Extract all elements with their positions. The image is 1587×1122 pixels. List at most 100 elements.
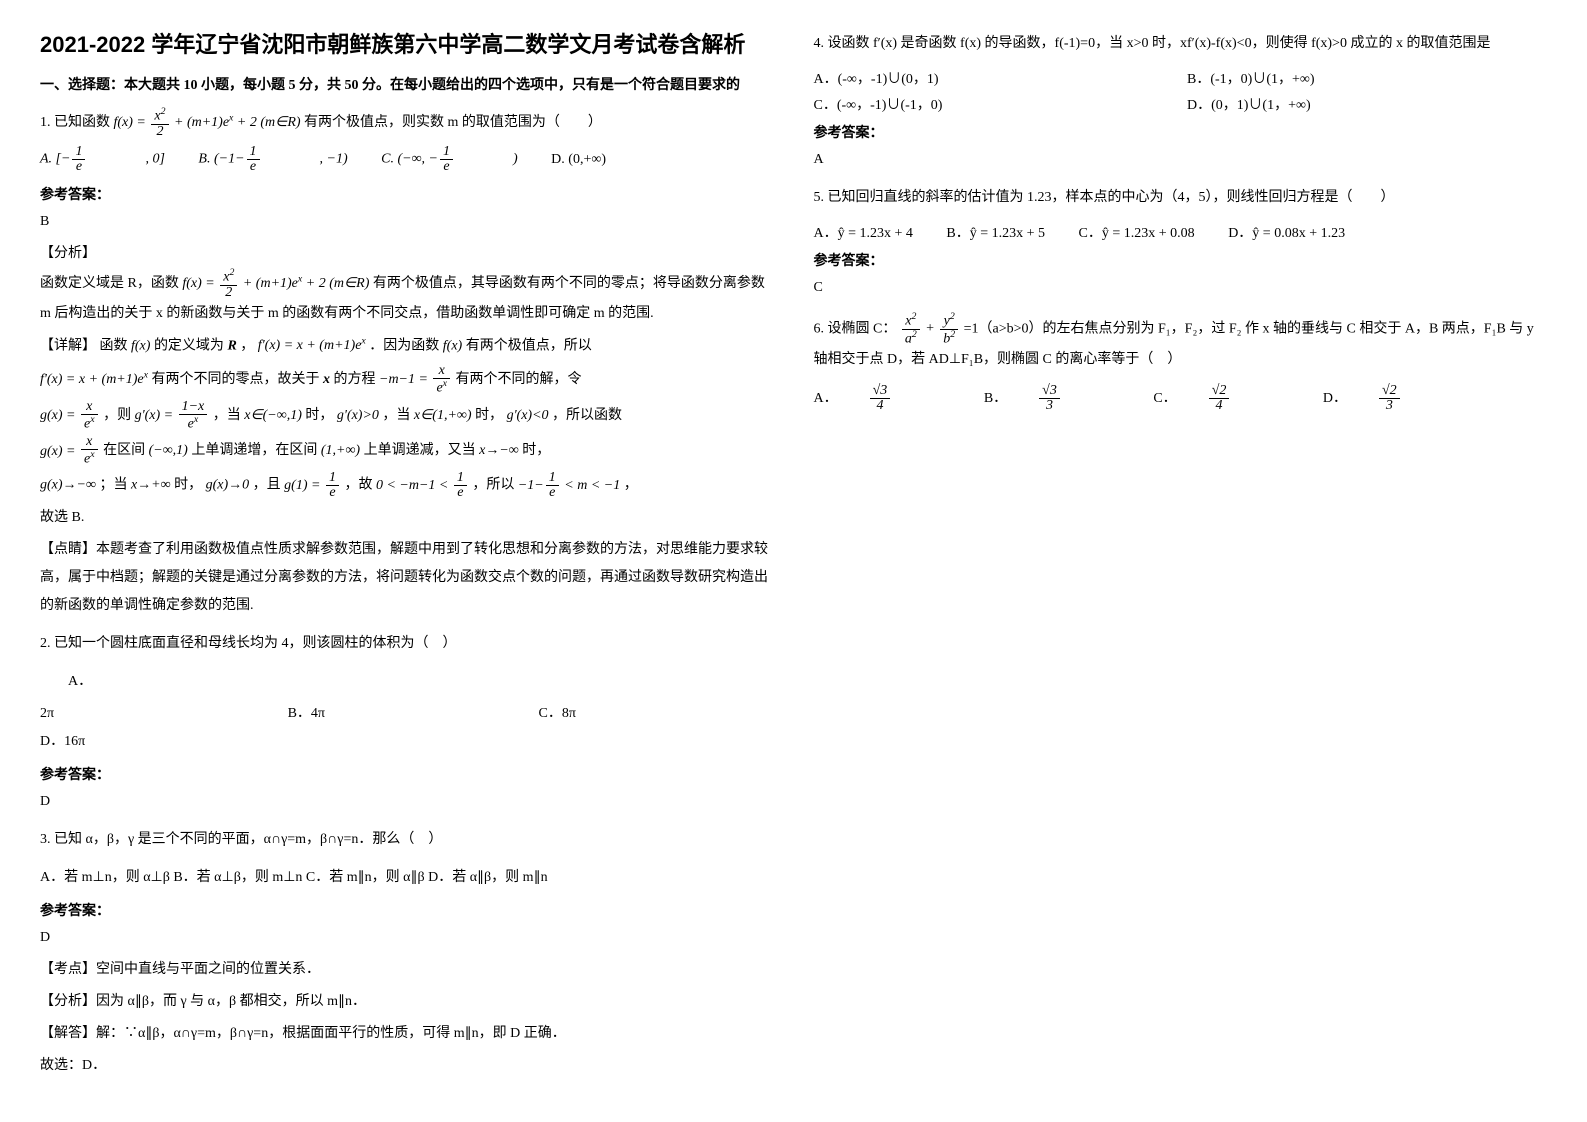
q1-d2c: 有两个不同的解，令: [456, 372, 582, 387]
q1-text: 1. 已知函数: [40, 115, 110, 130]
q1-d5-g1v: g(1) = 1e: [284, 478, 341, 493]
q1-d3d: ，当: [382, 408, 410, 423]
q1-analysis-label: 【分析】: [40, 242, 774, 262]
q1-d3-r1: x∈(−∞,1): [244, 408, 302, 423]
q5-optC: C．ŷ = 1.23x + 0.08: [1079, 222, 1195, 242]
q5-optA: A．ŷ = 1.23x + 4: [814, 222, 913, 242]
question-4: 4. 设函数 f′(x) 是奇函数 f(x) 的导函数，f(-1)=0，当 x>…: [814, 30, 1548, 58]
q1-d2: f'(x) = x + (m+1)ex 有两个不同的零点，故关于 x 的方程 −…: [40, 364, 774, 396]
q1-d2-x: x: [323, 372, 330, 387]
q1-optD: D. (0,+∞): [551, 146, 606, 174]
q1-d5d: ，故: [344, 478, 372, 493]
q6-optB: B． √33: [984, 384, 1120, 413]
q6-optD: D． √23: [1323, 384, 1460, 413]
q1-d5e: ，所以: [472, 478, 514, 493]
question-6: 6. 设椭圆 C： x2a2 + y2b2 =1（a>b>0）的左右焦点分别为 …: [814, 312, 1548, 374]
q1-d3-g: g(x) = xex: [40, 408, 100, 423]
q5-optD: D．ŷ = 0.08x + 1.23: [1228, 222, 1345, 242]
q1-d5-g1: g(x)→−∞: [40, 478, 96, 493]
q1-tip: 【点睛】本题考查了利用函数极值点性质求解参数范围，解题中用到了转化思想和分离参数…: [40, 536, 774, 620]
exam-page: 2021-2022 学年辽宁省沈阳市朝鲜族第六中学高二数学文月考试卷含解析 一、…: [40, 30, 1547, 1092]
q1-optC: C. (−∞, −1e): [381, 145, 518, 174]
q1-a1-formula: f(x) = x22 + (m+1)ex + 2 (m∈R): [182, 276, 373, 291]
q1-d2a: 有两个不同的零点，故关于: [152, 372, 320, 387]
q1-formula: f(x) = x22 + (m+1)ex + 2 (m∈R): [114, 115, 305, 130]
q3-block: 3. 已知 α，β，γ 是三个不同的平面，α∩γ=m，β∩γ=n．那么（ ） A…: [40, 826, 774, 1080]
q1-d1b: 的定义域为: [154, 338, 224, 353]
q6-optC-lab: C．: [1153, 387, 1176, 407]
q4-ans-label: 参考答案：: [814, 122, 1548, 142]
q1-d3-gp2: g'(x)<0: [507, 408, 549, 423]
question-2: 2. 已知一个圆柱底面直径和母线长均为 4，则该圆柱的体积为（ ）: [40, 630, 774, 658]
q1-end: 故选 B.: [40, 504, 774, 532]
q1-a1a: 函数定义域是 R，函数: [40, 276, 179, 291]
q5-optB: B．ŷ = 1.23x + 5: [946, 222, 1045, 242]
q1-d5-ineq1: 0 < −m−1 < 1e: [376, 478, 469, 493]
q1-d1-fp: f'(x) = x + (m+1)ex: [258, 338, 366, 353]
q1-d4b: 上单调递增，在区间: [191, 444, 317, 459]
q2-ans: D: [40, 788, 774, 816]
q1-d3f: ，所以函数: [552, 408, 622, 423]
q3-jd: 【解答】解：∵α∥β，α∩γ=m，β∩γ=n，根据面面平行的性质，可得 m∥n，…: [40, 1020, 774, 1048]
q1-d4-i2: (1,+∞): [321, 444, 360, 459]
q4-options-row2: C．(-∞，-1)∪(-1，0) D．(0，1)∪(1，+∞): [814, 94, 1548, 114]
q1-d3: g(x) = xex ，则 g'(x) = 1−xex ，当 x∈(−∞,1) …: [40, 400, 774, 432]
q1-d3a: ，则: [103, 408, 131, 423]
q5-ans: C: [814, 274, 1548, 302]
q3-kd: 【考点】空间中直线与平面之间的位置关系．: [40, 956, 774, 984]
r3-a: √3: [870, 384, 891, 399]
q1-d5f: ，: [624, 478, 638, 493]
n3-d: 3: [1379, 399, 1400, 413]
q1-d3-gp1: g'(x)>0: [337, 408, 379, 423]
q6-optA-lab: A．: [814, 387, 838, 407]
q1-d1c: ，: [240, 338, 254, 353]
q1-d4-i1: (−∞,1): [149, 444, 188, 459]
q1-d3b: ，当: [213, 408, 241, 423]
r3-b: √3: [1039, 384, 1060, 399]
q4-optA: A．(-∞，-1)∪(0，1): [814, 68, 1154, 88]
q6-optB-lab: B．: [984, 387, 1007, 407]
q1-detail: 【详解】 函数 f(x) 的定义域为 R ， f'(x) = x + (m+1)…: [40, 332, 774, 361]
q2-optB: B．4π: [288, 702, 325, 722]
q1-ans: B: [40, 208, 774, 236]
n4-a: 4: [870, 399, 891, 413]
n3-b: 3: [1039, 399, 1060, 413]
q1-analysis: 函数定义域是 R，函数 f(x) = x22 + (m+1)ex + 2 (m∈…: [40, 268, 774, 328]
q1-d4-lim: x→−∞: [479, 444, 519, 459]
q2-optA-pre: A．: [40, 668, 774, 696]
q1-d3-gp: g'(x) = 1−xex: [135, 408, 210, 423]
exam-title: 2021-2022 学年辽宁省沈阳市朝鲜族第六中学高二数学文月考试卷含解析: [40, 30, 774, 61]
q4-optD: D．(0，1)∪(1，+∞): [1187, 94, 1311, 114]
q1-d5-g2: g(x)→0: [206, 478, 250, 493]
q6-optD-lab: D．: [1323, 387, 1347, 407]
q1-d5-lim2: x→+∞: [131, 478, 171, 493]
q1-d2b: 的方程: [334, 372, 376, 387]
q1-optA: A. [−1e, 0]: [40, 145, 165, 174]
q3-gx: 故选：D．: [40, 1052, 774, 1080]
r2-d: √2: [1379, 384, 1400, 399]
q1-d3c: 时，: [305, 408, 333, 423]
q1-d1-fx: f(x): [131, 338, 150, 353]
q1-d5: g(x)→−∞ ；当 x→+∞ 时， g(x)→0 ，且 g(1) = 1e ，…: [40, 471, 774, 500]
q5-options: A．ŷ = 1.23x + 4 B．ŷ = 1.23x + 5 C．ŷ = 1.…: [814, 222, 1548, 242]
q1-options: A. [−1e, 0] B. (−1−1e, −1) C. (−∞, −1e) …: [40, 145, 774, 174]
q1-d4a: 在区间: [103, 444, 145, 459]
q1-optB: B. (−1−1e, −1): [198, 145, 347, 174]
q4-block: 4. 设函数 f′(x) 是奇函数 f(x) 的导函数，f(-1)=0，当 x>…: [814, 30, 1548, 174]
q5-block: 5. 已知回归直线的斜率的估计值为 1.23，样本点的中心为（4，5），则线性回…: [814, 184, 1548, 302]
section1-head: 一、选择题：本大题共 10 小题，每小题 5 分，共 50 分。在每小题给出的四…: [40, 75, 774, 97]
q1-d5b: 时，: [174, 478, 202, 493]
detail-label: 【详解】: [40, 338, 96, 353]
q6-block: 6. 设椭圆 C： x2a2 + y2b2 =1（a>b>0）的左右焦点分别为 …: [814, 312, 1548, 413]
q2-block: A． 2π B．4π C．8π D．16π 参考答案： D: [40, 668, 774, 816]
q6-formula: x2a2 + y2b2: [900, 321, 964, 336]
n4-c: 4: [1209, 399, 1230, 413]
question-5: 5. 已知回归直线的斜率的估计值为 1.23，样本点的中心为（4，5），则线性回…: [814, 184, 1548, 212]
q1-d1-fx2: f(x): [443, 338, 462, 353]
q6-optC: C．√24: [1153, 384, 1289, 413]
q6-optA: A． √34: [814, 384, 951, 413]
q1-d5a: ；当: [99, 478, 127, 493]
q3-ans: D: [40, 924, 774, 952]
q4-ans: A: [814, 146, 1548, 174]
question-1: 1. 已知函数 f(x) = x22 + (m+1)ex + 2 (m∈R) 有…: [40, 107, 774, 174]
